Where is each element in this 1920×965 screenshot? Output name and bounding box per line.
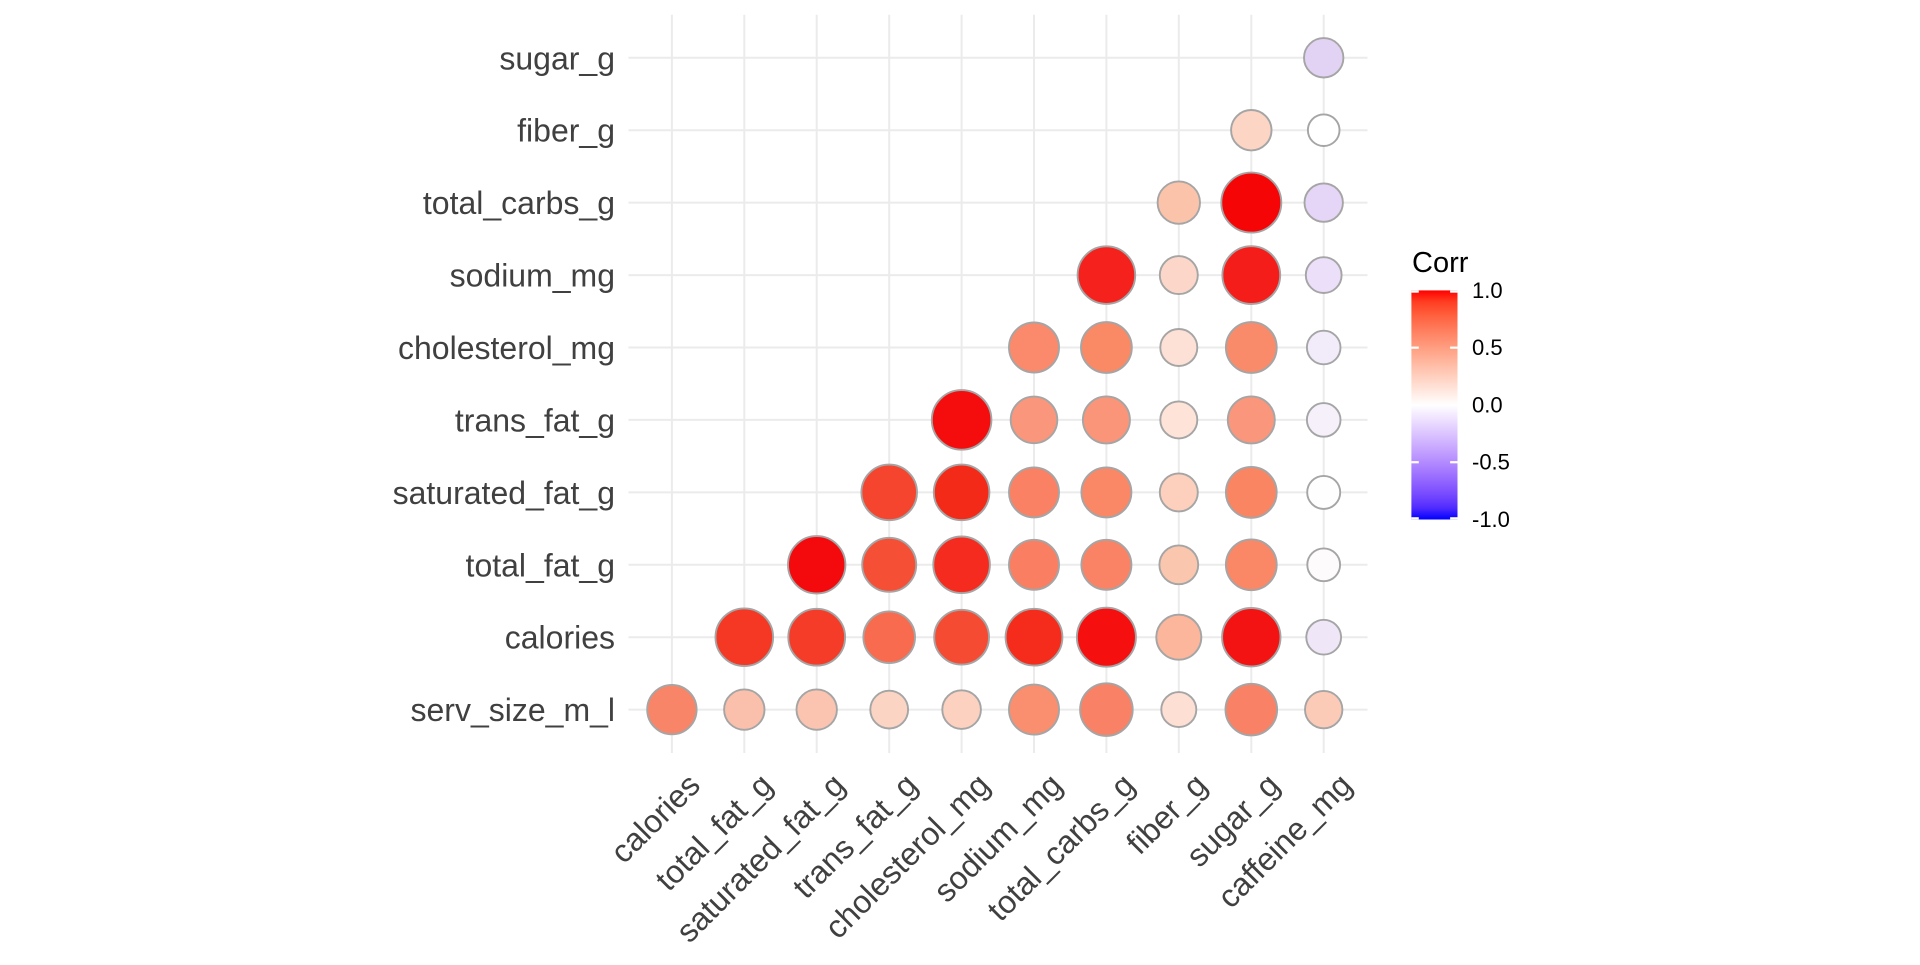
svg-text:cholesterol_mg: cholesterol_mg	[398, 330, 615, 366]
svg-text:sugar_g: sugar_g	[499, 40, 615, 76]
svg-text:1.0: 1.0	[1472, 278, 1503, 303]
svg-text:fiber_g: fiber_g	[517, 113, 615, 149]
svg-text:trans_fat_g: trans_fat_g	[455, 402, 615, 438]
svg-text:sodium_mg: sodium_mg	[450, 258, 615, 294]
svg-text:calories: calories	[505, 620, 615, 656]
svg-text:0.5: 0.5	[1472, 335, 1503, 360]
svg-text:Corr: Corr	[1412, 247, 1469, 279]
svg-text:total_fat_g: total_fat_g	[466, 547, 615, 583]
svg-text:total_carbs_g: total_carbs_g	[423, 185, 615, 221]
svg-text:saturated_fat_g: saturated_fat_g	[393, 475, 615, 511]
svg-text:-0.5: -0.5	[1472, 450, 1510, 475]
svg-text:0.0: 0.0	[1472, 392, 1503, 417]
svg-text:-1.0: -1.0	[1472, 507, 1510, 532]
svg-text:serv_size_m_l: serv_size_m_l	[410, 692, 615, 728]
